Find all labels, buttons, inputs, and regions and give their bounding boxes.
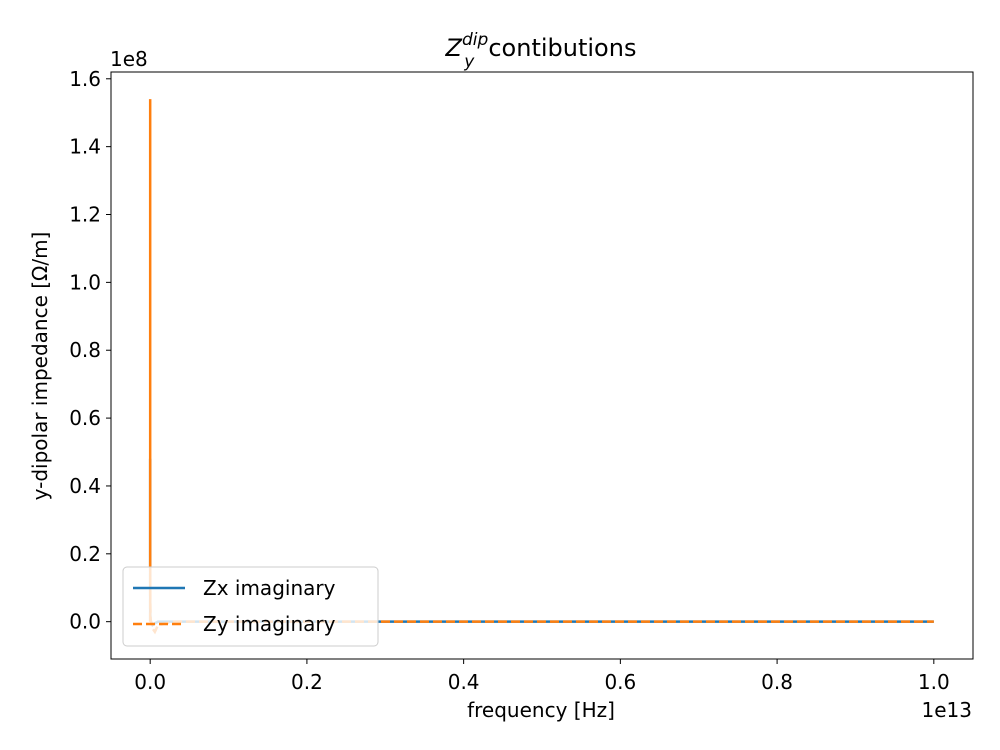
y-tick-label: 1.0 xyxy=(69,270,101,294)
y-offset-text: 1e8 xyxy=(110,47,148,71)
legend-label-zy: Zy imaginary xyxy=(203,612,336,636)
y-tick-label: 1.2 xyxy=(69,203,101,227)
legend-label-zx: Zx imaginary xyxy=(203,576,336,600)
y-tick-label: 1.4 xyxy=(69,135,101,159)
y-axis-label: y-dipolar impedance [Ω/m] xyxy=(28,232,52,501)
x-axis-label: frequency [Hz] xyxy=(467,698,615,722)
legend-box xyxy=(122,566,379,647)
y-tick-label: 0.0 xyxy=(69,610,101,634)
x-tick-label: 0.0 xyxy=(134,670,166,694)
legend: Zx imaginary Zy imaginary xyxy=(122,566,379,647)
x-tick-label: 0.8 xyxy=(761,670,793,694)
title-symbol: Z xyxy=(445,34,463,62)
x-offset-text: 1e13 xyxy=(922,698,972,722)
y-tick-label: 0.4 xyxy=(69,474,101,498)
y-tick-label: 1.6 xyxy=(69,67,101,91)
x-tick-label: 0.6 xyxy=(604,670,636,694)
title-superscript: dip xyxy=(462,30,489,50)
title-text: contibutions xyxy=(488,34,636,62)
y-tick-label: 0.8 xyxy=(69,338,101,362)
title-subscript: y xyxy=(463,52,475,72)
x-tick-label: 0.4 xyxy=(448,670,480,694)
x-tick-label: 0.2 xyxy=(291,670,323,694)
chart-title: Zdip y contibutions xyxy=(445,30,637,72)
x-tick-label: 1.0 xyxy=(918,670,950,694)
axes-frame xyxy=(110,71,974,660)
y-tick-label: 0.6 xyxy=(69,406,101,430)
y-tick-label: 0.2 xyxy=(69,542,101,566)
ticks: 0.0 0.2 0.4 0.6 0.8 1.0 0.0 0.2 0.4 0.6 0.8 1.0 1.2 1… xyxy=(69,67,950,694)
